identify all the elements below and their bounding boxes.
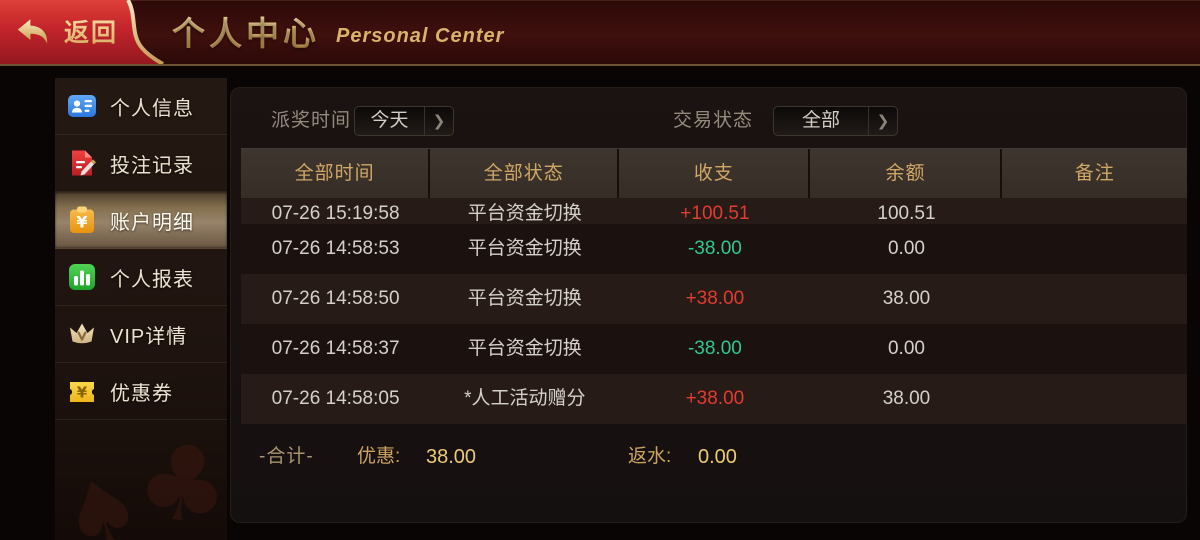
cell-status: 平台资金切换 (467, 203, 582, 224)
cell-status: 平台资金切换 (467, 288, 582, 309)
sidebar-item-bet-records[interactable]: 投注记录 (55, 135, 227, 192)
cell-balance: 38.00 (882, 288, 931, 309)
page-subtitle: Personal Center (336, 24, 505, 47)
cell-amount: +38.00 (685, 388, 745, 409)
coupon-ticket-icon: ¥ (67, 376, 97, 406)
back-button[interactable]: 返回 (16, 0, 118, 62)
bet-record-icon (67, 148, 97, 178)
cell-amount: -38.00 (687, 338, 742, 359)
transaction-status-filter-label: 交易状态 (673, 110, 754, 131)
sidebar-item-account-details[interactable]: ¥ 账户明细 (55, 192, 227, 249)
cell-time: 07-26 15:19:58 (271, 203, 400, 224)
sidebar-item-label: 个人信息 (110, 97, 194, 120)
bonus-label: 优惠: (357, 446, 401, 467)
cell-balance: 0.00 (887, 238, 925, 259)
chevron-right-icon: ❯ (868, 107, 897, 135)
cell-balance: 38.00 (882, 388, 931, 409)
prize-time-dropdown[interactable]: 今天 ❯ (354, 106, 454, 136)
account-detail-icon: ¥ (67, 205, 97, 235)
back-plate-shape (0, 0, 164, 66)
sidebar-item-personal-info[interactable]: 个人信息 (55, 78, 227, 135)
cell-note (1002, 198, 1186, 224)
cell-balance: 100.51 (877, 203, 936, 224)
column-header-3: 余额 (810, 149, 1003, 199)
column-header-1: 全部状态 (430, 149, 620, 199)
back-arrow-icon (17, 19, 48, 44)
table-row: 07-26 14:58:05 *人工活动赠分 +38.00 38.00 (241, 374, 1187, 424)
cell-note (1002, 224, 1186, 274)
prize-time-filter-label: 派奖时间 (271, 110, 352, 131)
rebate-label: 返水: (628, 446, 672, 467)
sidebar-item-label: 优惠券 (110, 382, 173, 405)
transaction-status-dropdown-value: 全部 (801, 110, 840, 131)
bonus-value: 38.00 (426, 446, 477, 468)
cell-time: 07-26 14:58:50 (271, 288, 400, 309)
sidebar-item-label: 投注记录 (110, 154, 194, 177)
back-button-plate (0, 0, 200, 66)
account-details-panel: 派奖时间 今天 ❯ 交易状态 全部 ❯ 全部时间 全部状态 收支 余额 备注 07-26… (230, 87, 1187, 523)
sidebar-menu: 个人信息投注记录 ¥ 账户明细个人报表 VIP详情 ¥ 优惠券 ♠ ♣ (55, 78, 227, 540)
cell-status: 平台资金切换 (467, 238, 582, 259)
cell-amount: +38.00 (685, 288, 745, 309)
sidebar-item-vip-details[interactable]: VIP详情 (55, 306, 227, 363)
table-row: 07-26 14:58:53 平台资金切换 -38.00 0.00 (241, 224, 1187, 274)
table-row: 07-26 14:58:37 平台资金切换 -38.00 0.00 (241, 324, 1187, 374)
cell-note (1002, 274, 1186, 324)
cell-status: *人工活动赠分 (464, 388, 586, 409)
cell-note (1002, 374, 1186, 424)
rebate-value: 0.00 (698, 446, 737, 468)
cell-balance: 0.00 (887, 338, 925, 359)
report-chart-icon (67, 262, 97, 292)
cell-time: 07-26 14:58:37 (271, 338, 400, 359)
sidebar-item-coupons[interactable]: ¥ 优惠券 (55, 363, 227, 420)
sidebar-item-label: 账户明细 (110, 211, 194, 234)
page-title: 个人中心 (172, 7, 320, 55)
column-header-4: 备注 (1074, 163, 1115, 184)
cell-amount: +100.51 (680, 203, 750, 224)
spade-decoration-icon: ♠ (55, 453, 154, 540)
cell-time: 07-26 14:58:53 (271, 238, 400, 259)
svg-text:¥: ¥ (76, 213, 87, 232)
header-bar: 返回 个人中心 Personal Center (0, 0, 1200, 66)
summary-row: -合计- 优惠: 38.00 返水: 0.00 (231, 440, 1188, 474)
sidebar-item-label: VIP详情 (110, 325, 188, 348)
sidebar-item-label: 个人报表 (110, 268, 194, 291)
back-button-label: 返回 (64, 13, 118, 49)
column-header-0: 全部时间 (241, 149, 431, 199)
svg-text:¥: ¥ (77, 384, 88, 402)
column-header-2: 收支 (619, 149, 811, 199)
transactions-list[interactable]: 07-26 15:19:58 平台资金切换 +100.51 100.51 07-26 1… (241, 198, 1187, 424)
vip-crown-icon (67, 319, 97, 349)
cell-note (1002, 324, 1186, 374)
total-label: -合计- (259, 446, 314, 467)
id-card-icon (67, 91, 97, 121)
sidebar-item-personal-report[interactable]: 个人报表 (55, 249, 227, 306)
cell-status: 平台资金切换 (467, 338, 582, 359)
club-decoration-icon: ♣ (127, 415, 227, 540)
table-row: 07-26 14:58:50 平台资金切换 +38.00 38.00 (241, 274, 1187, 324)
table-header-row: 全部时间 全部状态 收支 余额 备注 (241, 148, 1187, 199)
prize-time-dropdown-value: 今天 (370, 110, 409, 131)
cell-amount: -38.00 (687, 238, 742, 259)
chevron-right-icon: ❯ (424, 107, 453, 135)
cell-time: 07-26 14:58:05 (271, 388, 400, 409)
table-row: 07-26 15:19:58 平台资金切换 +100.51 100.51 (241, 198, 1187, 224)
transaction-status-dropdown[interactable]: 全部 ❯ (773, 106, 898, 136)
